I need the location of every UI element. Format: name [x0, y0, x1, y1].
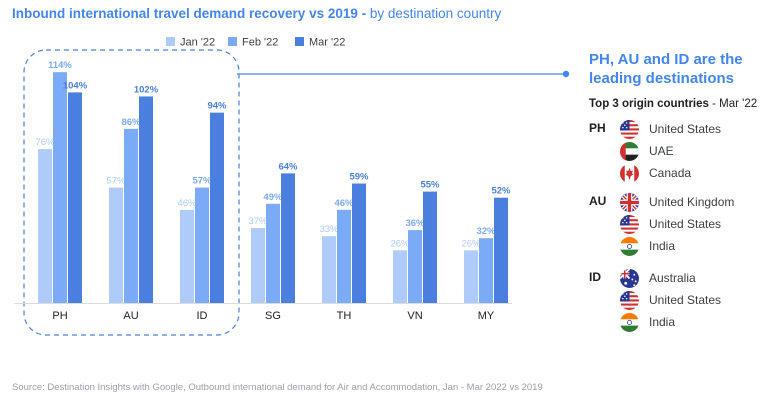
group-code: PH — [589, 121, 606, 135]
x-tick-label-vn: VN — [407, 310, 422, 322]
bar-vn-3 — [423, 191, 437, 303]
bar-ph-3 — [68, 92, 82, 304]
bar-my-2 — [479, 238, 493, 303]
x-tick-label-ph: PH — [52, 310, 67, 322]
bar-th-3 — [352, 183, 366, 303]
bar-my-3 — [494, 197, 508, 303]
origin-country-item: United States — [620, 118, 721, 140]
data-label-vn-2: 36% — [405, 218, 425, 229]
legend-swatch-3 — [295, 37, 304, 46]
country-name: UAE — [649, 144, 674, 158]
data-label-ph-2: 114% — [48, 60, 72, 71]
bar-chart: 76% 114% 104% PH 57% 86% 102% AU 46% 57% 94% ID 37% 4… — [14, 37, 570, 336]
bar-ph-2 — [53, 72, 67, 304]
data-label-th-2: 46% — [334, 198, 354, 209]
legend-swatch-1 — [166, 37, 175, 46]
data-label-au-2: 86% — [121, 117, 141, 128]
country-name: United States — [649, 122, 722, 136]
bar-au-1 — [109, 187, 123, 303]
bar-id-1 — [180, 209, 194, 303]
us-flag-icon — [620, 290, 639, 310]
data-label-sg-1: 37% — [248, 216, 268, 227]
chart-title: Inbound international travel demand reco… — [12, 6, 501, 21]
data-label-my-3: 52% — [491, 186, 511, 197]
us-flag-icon — [620, 214, 639, 234]
bar-vn-2 — [408, 230, 422, 303]
uae-flag-icon — [620, 141, 639, 161]
panel-heading: PH, AU and ID are the leading destinatio… — [589, 50, 779, 88]
bar-id-3 — [210, 112, 224, 304]
source-note: Source: Destination Insights with Google… — [12, 382, 543, 393]
bar-au-2 — [124, 128, 138, 303]
country-name: United States — [649, 293, 722, 307]
data-label-id-3: 94% — [207, 101, 227, 112]
canada-flag-icon — [620, 163, 639, 183]
panel-subtitle-bold: Top 3 origin countries — [589, 98, 709, 110]
bar-ph-1 — [38, 149, 52, 303]
group-code: ID — [589, 270, 601, 284]
x-tick-label-my: MY — [478, 310, 495, 322]
data-label-ph-3: 104% — [63, 80, 88, 91]
connector-dot — [562, 70, 570, 78]
data-label-th-3: 59% — [349, 172, 369, 183]
india-flag-icon — [620, 312, 639, 332]
country-name: Australia — [649, 271, 696, 285]
data-label-my-1: 26% — [461, 238, 481, 249]
data-label-my-2: 32% — [476, 226, 496, 237]
highlight-box — [23, 49, 240, 336]
origin-country-item: Canada — [620, 162, 691, 184]
country-name: United States — [649, 217, 722, 231]
country-name: Canada — [649, 166, 692, 180]
australia-flag-icon — [620, 268, 639, 288]
origin-country-item: UAE — [620, 140, 674, 162]
x-tick-label-sg: SG — [265, 310, 281, 322]
bar-sg-2 — [266, 203, 280, 303]
panel-heading-line-2: leading destinations — [589, 70, 735, 87]
panel-subtitle-rest: - Mar '22 — [708, 98, 758, 110]
country-name: United Kingdom — [649, 195, 735, 209]
x-tick-label-th: TH — [337, 310, 352, 322]
panel-subtitle: Top 3 origin countries - Mar '22 — [589, 98, 779, 110]
origin-country-item: United States — [620, 213, 721, 235]
bar-th-1 — [322, 236, 336, 303]
data-label-sg-2: 49% — [263, 192, 283, 203]
bar-sg-1 — [251, 228, 265, 303]
us-flag-icon — [620, 119, 639, 139]
data-label-sg-3: 64% — [278, 161, 298, 172]
chart-title-main: Inbound international travel demand reco… — [12, 6, 367, 21]
x-tick-label-id: ID — [197, 310, 208, 322]
data-label-ph-1: 76% — [35, 137, 55, 148]
legend-label-3: Mar '22 — [309, 37, 345, 49]
origin-country-item: United States — [620, 289, 721, 311]
data-label-id-2: 57% — [192, 176, 212, 187]
bar-my-1 — [464, 250, 478, 303]
chart-title-sub: by destination country — [366, 6, 502, 21]
legend-label-1: Jan '22 — [180, 37, 215, 49]
uk-flag-icon — [620, 192, 639, 212]
bar-au-3 — [139, 96, 153, 303]
bar-sg-3 — [281, 173, 295, 303]
x-tick-label-au: AU — [123, 310, 138, 322]
data-label-id-1: 46% — [177, 198, 197, 209]
panel-heading-line-1: PH, AU and ID are the — [589, 51, 743, 68]
india-flag-icon — [620, 236, 639, 256]
data-label-th-1: 33% — [319, 224, 339, 235]
country-name: India — [649, 239, 676, 253]
bar-th-2 — [337, 209, 351, 303]
data-label-vn-1: 26% — [390, 238, 410, 249]
group-code: AU — [589, 194, 607, 208]
insight-panel: PH, AU and ID are the leading destinatio… — [589, 50, 779, 110]
origin-country-item: India — [620, 311, 675, 333]
bar-id-2 — [195, 187, 209, 303]
bar-vn-1 — [393, 250, 407, 303]
origin-country-item: Australia — [620, 267, 696, 289]
data-label-vn-3: 55% — [420, 180, 440, 191]
data-label-au-3: 102% — [134, 84, 159, 95]
origin-country-item: India — [620, 235, 675, 257]
legend-swatch-2 — [228, 37, 237, 46]
origin-country-item: United Kingdom — [620, 191, 734, 213]
data-label-au-1: 57% — [106, 176, 126, 187]
legend-label-2: Feb '22 — [242, 37, 278, 49]
country-name: India — [649, 315, 676, 329]
